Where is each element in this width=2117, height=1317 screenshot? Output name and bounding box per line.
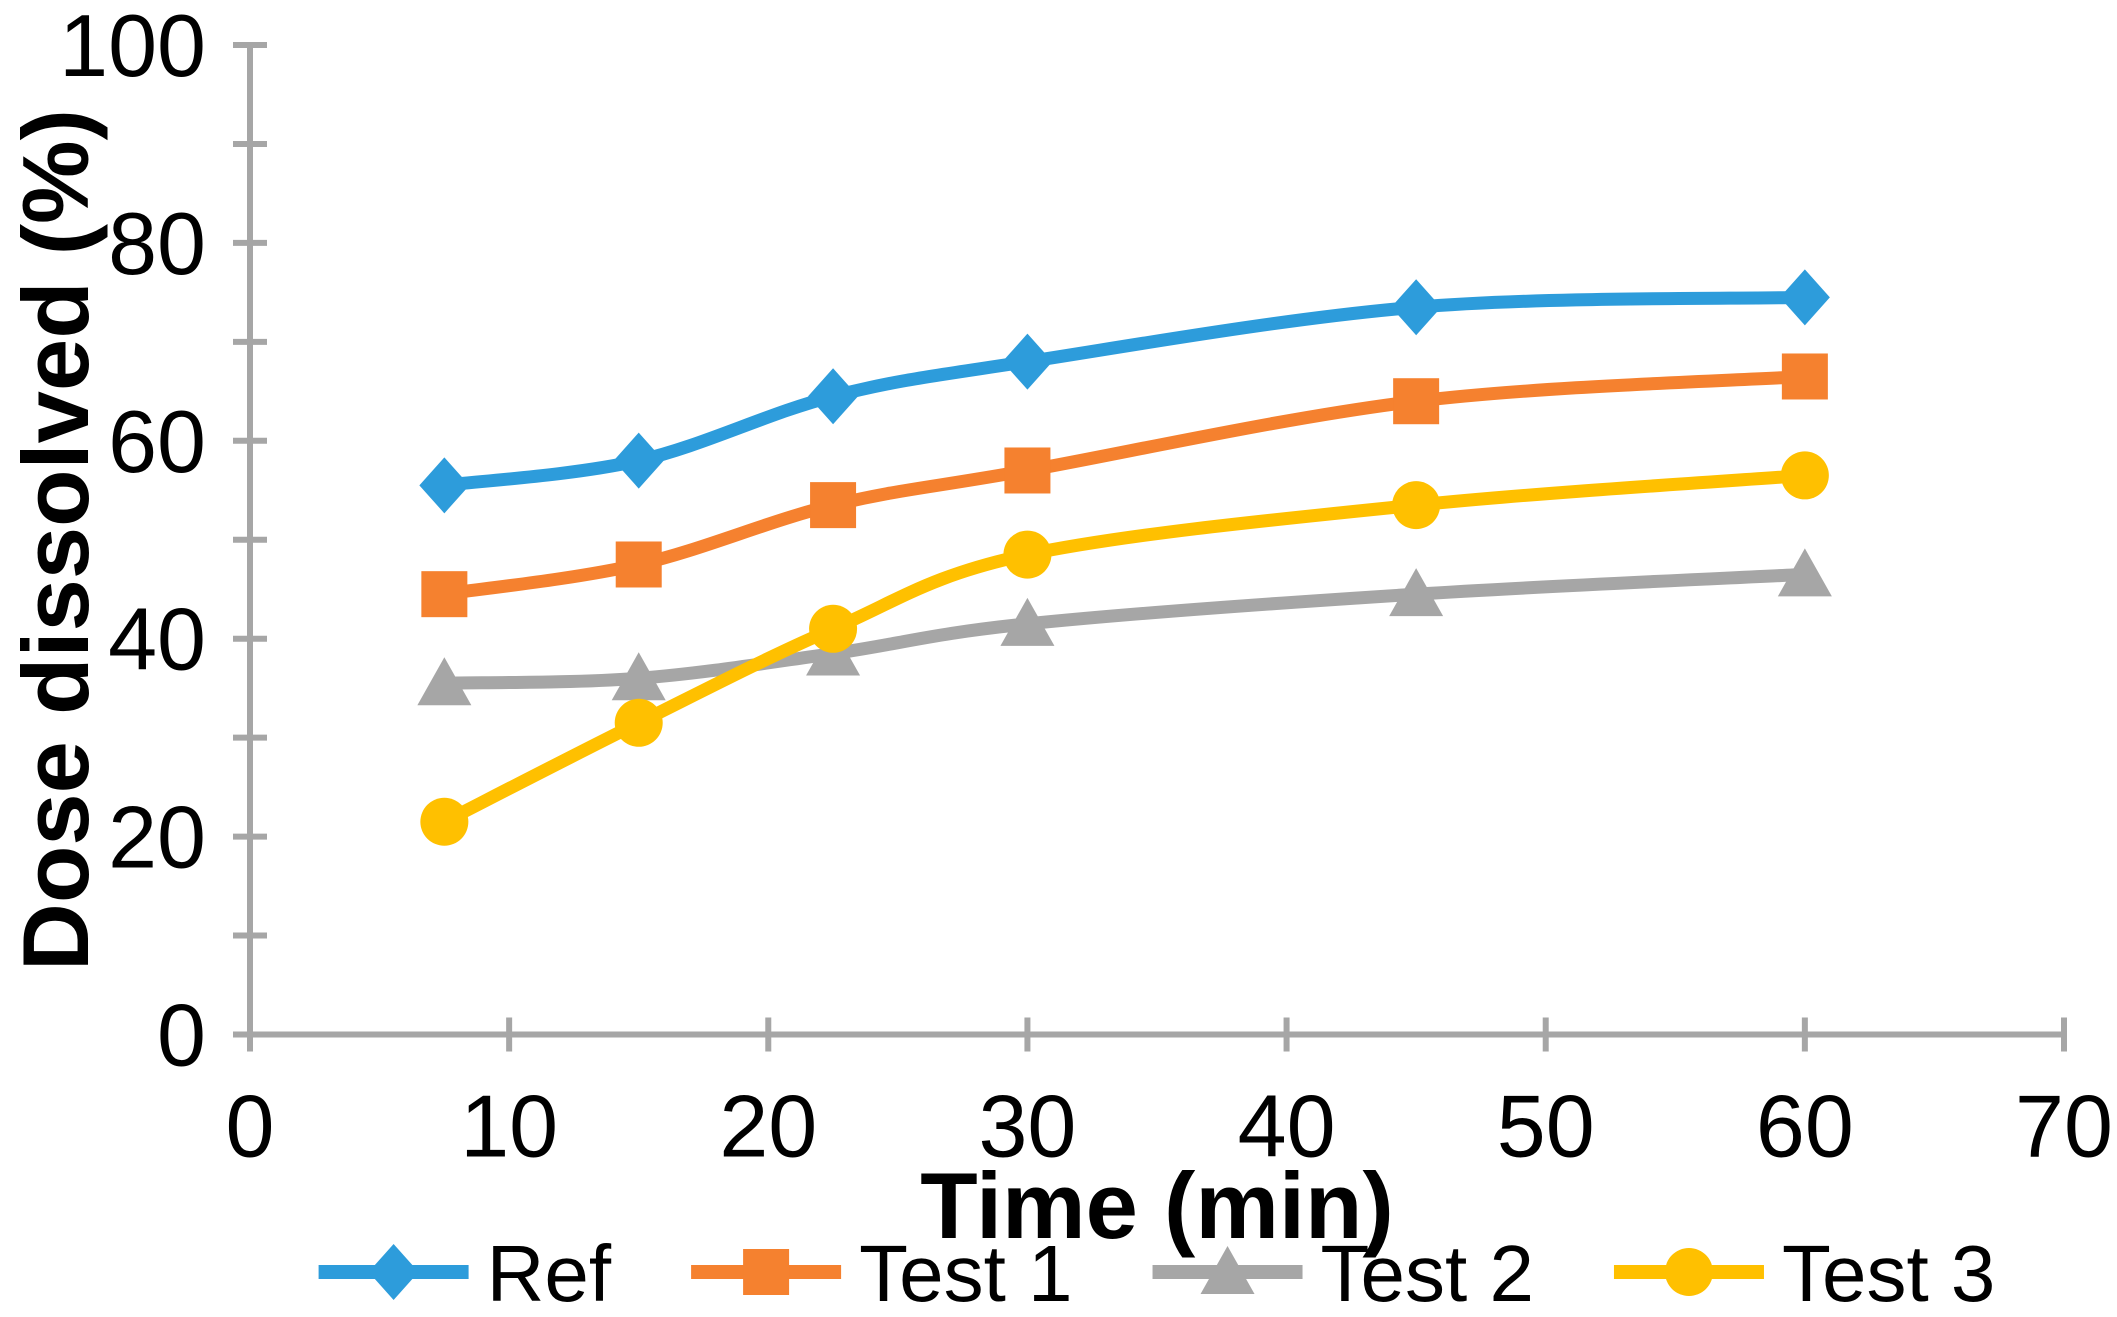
x-tick-label: 60: [1756, 1077, 1854, 1176]
circle-marker: [1003, 530, 1052, 579]
x-tick-label: 30: [978, 1077, 1076, 1176]
square-marker: [1781, 353, 1828, 400]
triangle-marker: [1389, 568, 1444, 617]
legend-label: Test 3: [1782, 1229, 1995, 1317]
series-lines: [417, 269, 1832, 846]
legend-item-test-2: Test 2: [1152, 1229, 1534, 1317]
circle-marker: [809, 604, 858, 653]
triangle-marker: [417, 657, 472, 706]
square-marker: [421, 571, 468, 618]
series-line: [437, 468, 1812, 829]
triangle-marker: [1777, 548, 1832, 597]
x-axis-title: Time (min): [920, 1153, 1394, 1258]
legend-label: Test 2: [1321, 1229, 1534, 1317]
axes: 0 20 40 60 80 100 0 10 20 30 40 50 60 70: [59, 0, 2113, 1176]
legend-item-ref: Ref: [318, 1229, 612, 1317]
x-tick-label: 0: [226, 1077, 275, 1176]
y-axis-title: Dose dissolved (%): [3, 109, 108, 971]
triangle-marker: [1200, 1246, 1255, 1294]
circle-marker: [1780, 451, 1829, 500]
legend-label: Ref: [487, 1229, 612, 1317]
legend-item-test-1: Test 1: [691, 1229, 1073, 1317]
circle-marker: [420, 797, 469, 846]
series-test-1: [421, 353, 1828, 618]
y-tick-label: 0: [157, 986, 206, 1085]
circle-marker: [1664, 1248, 1713, 1296]
square-marker: [1393, 378, 1440, 425]
square-marker: [615, 541, 662, 588]
legend: Ref Test 1 Test 2 Test 3: [318, 1229, 1995, 1317]
triangle-marker: [1000, 597, 1055, 646]
diamond-marker: [808, 368, 859, 425]
square-marker: [743, 1249, 790, 1295]
diamond-marker: [1002, 333, 1053, 390]
y-tick-label: 80: [108, 194, 206, 293]
circle-marker: [1392, 481, 1441, 530]
y-tick-label: 40: [108, 590, 206, 689]
diamond-marker: [368, 1244, 419, 1300]
y-tick-label: 100: [59, 0, 206, 95]
x-tick-label: 10: [460, 1077, 558, 1176]
diamond-marker: [613, 432, 664, 489]
y-tick-label: 60: [108, 392, 206, 491]
series-ref: [419, 269, 1830, 514]
square-marker: [810, 482, 857, 529]
x-tick-label: 50: [1497, 1077, 1595, 1176]
square-marker: [1004, 447, 1051, 494]
legend-label: Test 1: [859, 1229, 1072, 1317]
x-tick-label: 20: [719, 1077, 817, 1176]
triangle-marker: [611, 652, 666, 701]
x-tick-label: 40: [1238, 1077, 1336, 1176]
circle-marker: [614, 698, 663, 747]
legend-item-test-3: Test 3: [1613, 1229, 1995, 1317]
diamond-marker: [1391, 279, 1442, 336]
y-tick-label: 20: [108, 788, 206, 887]
x-tick-label: 70: [2015, 1077, 2113, 1176]
diamond-marker: [1779, 269, 1830, 326]
diamond-marker: [419, 457, 470, 514]
series-test-3: [420, 451, 1829, 846]
series-line: [437, 567, 1812, 690]
